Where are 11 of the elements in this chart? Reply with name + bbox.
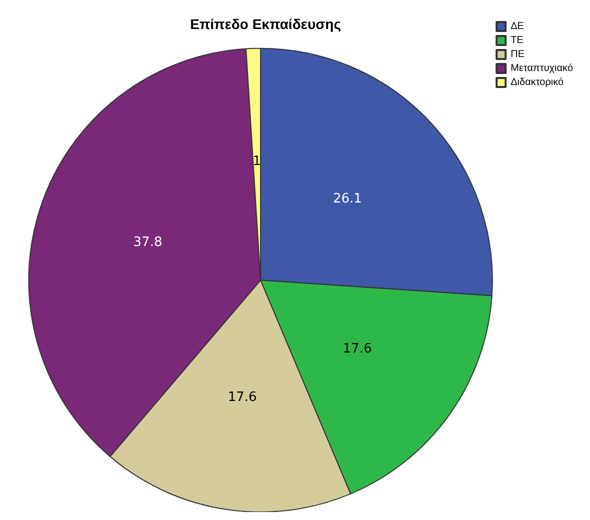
chart-title: Επίπεδο Εκπαίδευσης <box>190 16 342 32</box>
legend-label: Διδακτορικό <box>510 77 564 88</box>
legend-label: ΤΕ <box>510 35 524 46</box>
legend-label: ΠΕ <box>510 49 525 60</box>
data-label: 26.1 <box>332 191 362 206</box>
data-label: 17.6 <box>342 342 372 357</box>
legend-label: Μεταπτυχιακό <box>510 63 574 74</box>
legend-label: ΔΕ <box>510 21 524 32</box>
data-label: 1 <box>252 154 261 169</box>
data-label: 37.8 <box>133 235 162 250</box>
data-label: 17.6 <box>228 390 257 406</box>
